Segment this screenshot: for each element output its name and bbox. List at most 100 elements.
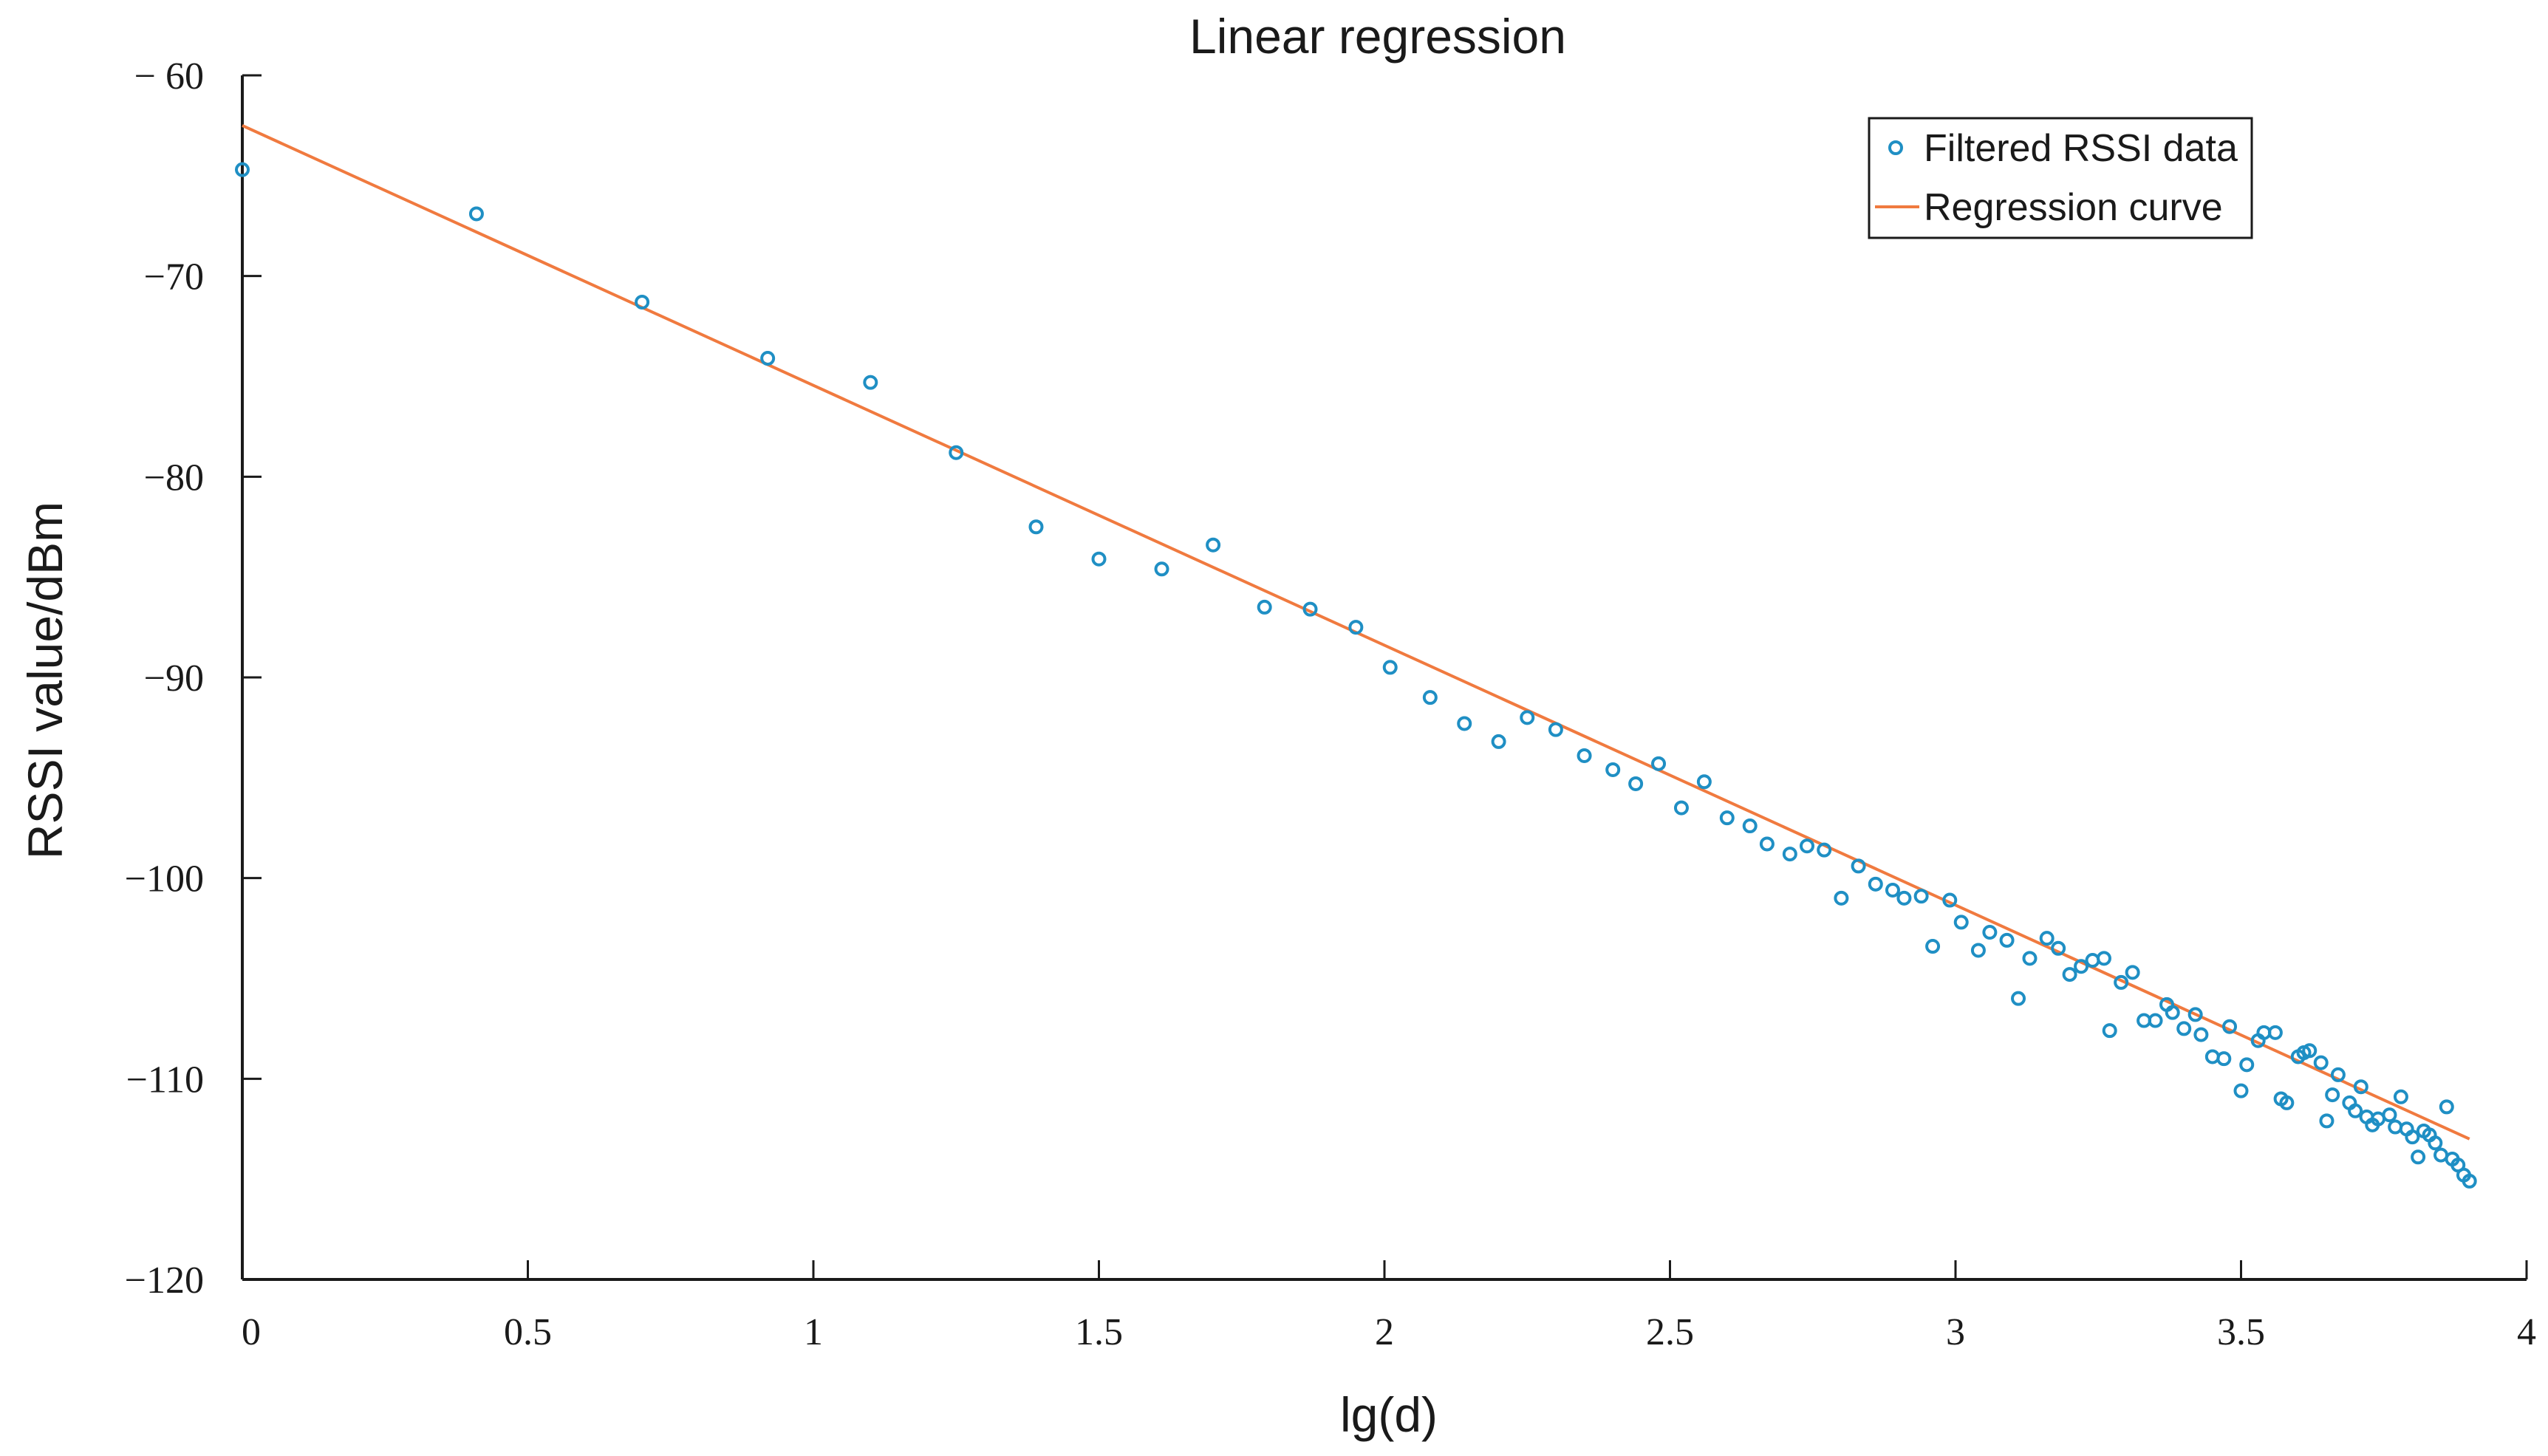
data-point bbox=[1548, 722, 1563, 737]
data-point bbox=[2062, 967, 2077, 982]
data-point bbox=[1868, 876, 1883, 892]
chart-title: Linear regression bbox=[1189, 9, 1566, 64]
data-point bbox=[2216, 1051, 2232, 1067]
y-tick-label: −90 bbox=[144, 657, 204, 700]
y-ticks: − 60 −70 −80 −90 −100 −110 −120 bbox=[125, 55, 262, 1302]
data-point bbox=[2102, 1023, 2117, 1039]
data-point bbox=[1982, 925, 1998, 940]
data-point bbox=[1491, 734, 1506, 749]
data-point bbox=[1651, 756, 1667, 771]
data-point bbox=[1970, 943, 1986, 958]
data-point bbox=[2405, 1129, 2420, 1145]
data-point bbox=[2279, 1095, 2295, 1110]
data-point bbox=[1457, 716, 1472, 731]
data-point bbox=[1953, 915, 1969, 930]
data-point bbox=[2325, 1087, 2340, 1103]
x-ticks: 0 0.5 1 1.5 2 2.5 3 3.5 4 bbox=[241, 1260, 2536, 1353]
data-point bbox=[1348, 620, 1364, 635]
data-point bbox=[2148, 1013, 2163, 1028]
data-point bbox=[1382, 660, 1398, 675]
data-point bbox=[2393, 1089, 2408, 1104]
data-point bbox=[1257, 599, 1272, 615]
y-tick-label: −120 bbox=[125, 1260, 204, 1302]
data-point bbox=[2165, 1005, 2180, 1020]
data-point bbox=[1759, 836, 1775, 852]
legend-scatter-marker bbox=[1888, 140, 1903, 155]
y-axis-label: RSSI value/dBm bbox=[18, 502, 72, 859]
data-point bbox=[1782, 847, 1797, 862]
data-point bbox=[1999, 932, 2015, 948]
x-tick-label: 1.5 bbox=[1075, 1311, 1123, 1353]
data-point bbox=[2187, 1007, 2203, 1022]
data-point bbox=[2022, 951, 2038, 966]
legend-box bbox=[1868, 117, 2253, 239]
data-point bbox=[1091, 551, 1107, 567]
x-axis-label: lg(d) bbox=[1340, 1387, 1438, 1442]
data-point bbox=[1154, 561, 1169, 577]
legend: Filtered RSSI data Regression curve bbox=[1868, 117, 2253, 239]
data-point bbox=[2176, 1021, 2192, 1036]
data-point bbox=[1925, 939, 1941, 954]
data-point bbox=[863, 375, 878, 390]
data-point bbox=[2114, 974, 2129, 990]
data-point bbox=[2388, 1119, 2403, 1135]
data-point bbox=[1800, 838, 1815, 854]
data-point bbox=[235, 162, 250, 177]
data-point bbox=[2039, 931, 2055, 946]
x-tick-label: 0.5 bbox=[504, 1311, 552, 1353]
data-point bbox=[1913, 889, 1929, 904]
data-point bbox=[1851, 858, 1866, 874]
y-tick-label: −100 bbox=[125, 858, 204, 900]
data-point bbox=[1942, 892, 1958, 908]
data-point bbox=[2353, 1079, 2368, 1095]
y-tick-label: −70 bbox=[144, 256, 204, 298]
data-point bbox=[2302, 1043, 2318, 1059]
data-point bbox=[2051, 940, 2066, 956]
x-tick-label: 4 bbox=[2517, 1311, 2536, 1353]
x-tick-label: 2.5 bbox=[1646, 1311, 1694, 1353]
data-point bbox=[2313, 1055, 2329, 1070]
x-tick-label: 2 bbox=[1375, 1311, 1394, 1353]
data-point bbox=[1422, 690, 1438, 705]
scatter-layer bbox=[235, 162, 2477, 1189]
data-point bbox=[1896, 890, 1912, 906]
data-point bbox=[1673, 800, 1689, 816]
axes bbox=[241, 75, 2527, 1281]
data-point bbox=[1028, 519, 1044, 535]
data-point bbox=[468, 206, 484, 222]
data-point bbox=[2096, 951, 2111, 966]
data-point bbox=[1628, 776, 1644, 791]
data-point bbox=[1742, 818, 1758, 834]
data-point bbox=[2348, 1103, 2363, 1118]
data-point bbox=[1834, 890, 1849, 906]
x-tick-label: 3 bbox=[1946, 1311, 1965, 1353]
data-point bbox=[2239, 1057, 2255, 1073]
y-tick-label: − 60 bbox=[134, 55, 204, 98]
data-point bbox=[1520, 710, 1535, 725]
data-point bbox=[2074, 959, 2089, 974]
data-point bbox=[2267, 1025, 2283, 1040]
data-point bbox=[2462, 1173, 2477, 1189]
x-tick-label: 3.5 bbox=[2217, 1311, 2265, 1353]
data-point bbox=[2204, 1049, 2220, 1064]
data-point bbox=[2428, 1135, 2443, 1151]
data-point bbox=[949, 445, 964, 460]
data-point bbox=[1719, 810, 1735, 826]
data-point bbox=[2319, 1113, 2334, 1129]
data-point bbox=[635, 294, 650, 310]
data-point bbox=[1302, 601, 1318, 617]
y-tick-label: −110 bbox=[126, 1059, 204, 1101]
data-point bbox=[2222, 1019, 2238, 1034]
x-tick-label: 0 bbox=[242, 1311, 261, 1353]
data-point bbox=[2085, 953, 2100, 968]
data-point bbox=[1206, 537, 1221, 553]
data-point bbox=[2233, 1083, 2249, 1098]
data-point bbox=[2125, 965, 2140, 980]
data-point bbox=[2411, 1149, 2426, 1165]
x-tick-label: 1 bbox=[804, 1311, 823, 1353]
data-point bbox=[2330, 1067, 2346, 1082]
data-point bbox=[2382, 1107, 2397, 1123]
data-point bbox=[1605, 762, 1621, 777]
data-point bbox=[1577, 748, 1592, 763]
